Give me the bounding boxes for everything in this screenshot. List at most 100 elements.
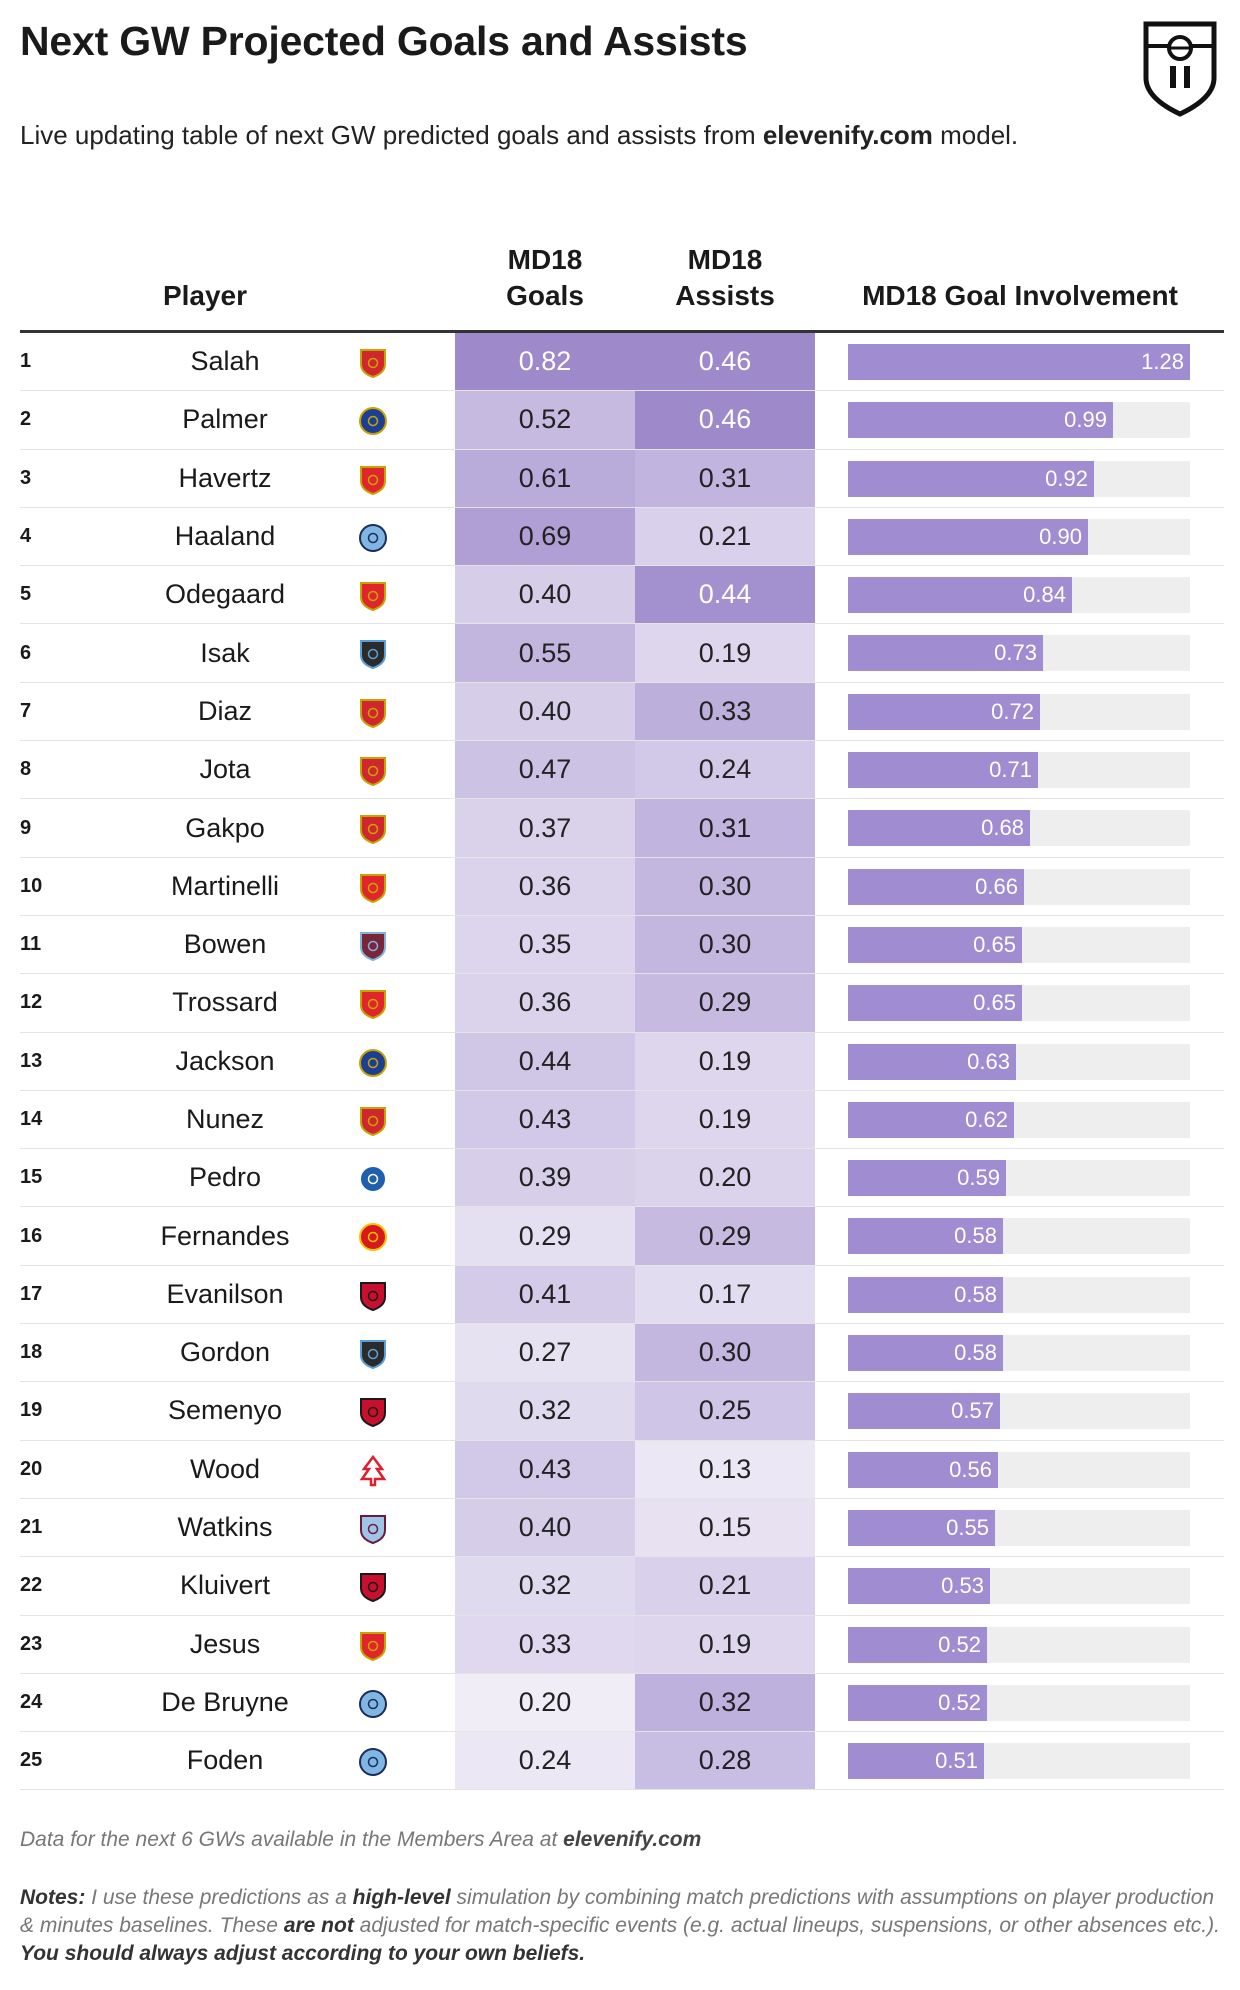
rank-cell: 11	[20, 933, 42, 956]
bournemouth-crest-icon	[360, 1398, 386, 1428]
subtitle-site-link[interactable]: elevenify.com	[762, 120, 933, 150]
goal-involvement-bar	[848, 985, 1022, 1022]
goal-involvement-bar	[848, 460, 1094, 497]
assists-cell: 0.13	[635, 1440, 815, 1498]
liverpool-crest-icon	[360, 349, 386, 379]
chart-title: Next GW Projected Goals and Assists	[20, 18, 748, 64]
assists-cell: 0.33	[635, 682, 815, 741]
goal-involvement-label: 0.62	[965, 1106, 1008, 1132]
rank-cell: 16	[20, 1224, 43, 1247]
rank-cell: 21	[20, 1516, 43, 1539]
chart-subtitle: Live updating table of next GW predicted…	[20, 120, 1018, 151]
goal-involvement-bar	[848, 1160, 1006, 1197]
player-name-cell: Foden	[186, 1745, 264, 1776]
goal-involvement-bar	[848, 1276, 1003, 1313]
assists-cell: 0.31	[635, 449, 815, 507]
player-name-cell: Gordon	[179, 1337, 271, 1368]
assists-cell: 0.32	[635, 1673, 815, 1732]
goal-involvement-bar-track: 0.51	[848, 1743, 1190, 1780]
goals-cell: 0.82	[455, 333, 635, 391]
goal-involvement-bar	[848, 402, 1113, 439]
goal-involvement-bar-track: 0.68	[848, 810, 1190, 847]
notes-text-1: I use these predictions as a	[85, 1886, 353, 1909]
goal-involvement-label: 0.51	[935, 1748, 978, 1774]
goals-cell: 0.27	[455, 1324, 635, 1382]
rank-cell: 4	[20, 525, 32, 548]
chelsea-crest-icon	[359, 407, 387, 436]
table-row: 10 Martinelli 0.36 0.30 0.66	[20, 857, 1224, 916]
column-header-goal-involvement: MD18 Goal Involvement	[862, 280, 1178, 311]
goal-involvement-label: 0.57	[951, 1398, 994, 1424]
goal-involvement-bar	[848, 635, 1043, 672]
elevenify-shield-logo	[1143, 21, 1217, 117]
table-row: 18 Gordon 0.27 0.30 0.58	[20, 1324, 1224, 1383]
goal-involvement-bar	[848, 810, 1030, 847]
goal-involvement-bar	[848, 1393, 1000, 1430]
footnote-site-link[interactable]: elevenify.com	[563, 1828, 702, 1851]
goal-involvement-bar-track: 0.73	[848, 635, 1190, 672]
goals-cell: 0.32	[455, 1382, 635, 1440]
subtitle-text: Live updating table of next GW predicted…	[20, 120, 763, 150]
rank-cell: 22	[20, 1574, 43, 1597]
liverpool-crest-icon	[360, 757, 386, 787]
rank-cell: 14	[20, 1108, 43, 1130]
rank-cell: 9	[20, 816, 32, 839]
column-header-assists: MD18 Assists	[675, 244, 775, 311]
assists-cell: 0.30	[635, 1324, 815, 1382]
assists-cell: 0.15	[635, 1498, 815, 1557]
table-row: 4 Haaland 0.69 0.21 0.90	[20, 507, 1224, 567]
subtitle-tail: model.	[932, 120, 1019, 150]
goal-involvement-label: 0.58	[954, 1281, 997, 1307]
goal-involvement-bar	[848, 1626, 987, 1663]
goal-involvement-bar	[848, 1335, 1003, 1372]
goals-cell: 0.43	[455, 1090, 635, 1149]
notes-bold-2: are not	[283, 1914, 354, 1937]
assists-cell: 0.25	[635, 1382, 815, 1440]
goal-involvement-bar-track: 0.92	[848, 460, 1190, 497]
player-name-cell: Kluivert	[179, 1570, 271, 1601]
table-row: 24 De Bruyne 0.20 0.32 0.52	[20, 1673, 1224, 1733]
assists-cell: 0.20	[635, 1149, 815, 1207]
assists-cell: 0.19	[635, 624, 815, 682]
goal-involvement-bar-track: 0.63	[848, 1043, 1190, 1080]
assists-cell: 0.24	[635, 741, 815, 799]
goal-involvement-label: 0.52	[938, 1631, 981, 1657]
goals-cell: 0.40	[455, 1498, 635, 1557]
goal-involvement-bar-track: 0.59	[848, 1160, 1190, 1197]
rank-cell: 1	[20, 350, 32, 373]
assists-cell: 0.19	[635, 1615, 815, 1673]
man-city-crest-icon	[359, 1748, 387, 1777]
player-name-cell: Gakpo	[185, 812, 265, 843]
goal-involvement-label: 0.73	[994, 640, 1037, 666]
rank-cell: 8	[20, 758, 32, 781]
header-rule	[20, 330, 1224, 333]
goal-involvement-bar-track: 0.53	[848, 1568, 1190, 1605]
table-row: 5 Odegaard 0.40 0.44 0.84	[20, 566, 1224, 625]
player-name-cell: Odegaard	[164, 579, 286, 610]
goal-involvement-bar-track: 0.55	[848, 1509, 1190, 1546]
table-row: 16 Fernandes 0.29 0.29 0.58	[20, 1207, 1224, 1266]
goal-involvement-label: 0.65	[973, 931, 1016, 957]
goal-involvement-bar-track: 0.52	[848, 1626, 1190, 1663]
liverpool-crest-icon	[360, 698, 386, 728]
assists-cell: 0.28	[635, 1732, 815, 1790]
rank-cell: 15	[20, 1166, 43, 1189]
goal-involvement-bar	[848, 344, 1190, 380]
rank-cell: 24	[20, 1690, 43, 1713]
goal-involvement-bar	[848, 518, 1088, 555]
goals-cell: 0.24	[455, 1732, 635, 1790]
man-city-crest-icon	[359, 1689, 387, 1718]
notes-bold-3: You should always adjust according to yo…	[20, 1942, 586, 1965]
goal-involvement-label: 0.71	[989, 757, 1032, 783]
assists-cell: 0.44	[635, 566, 815, 624]
goal-involvement-bar-track: 0.58	[848, 1218, 1190, 1255]
rank-cell: 17	[20, 1282, 43, 1305]
goal-involvement-label: 0.58	[954, 1340, 997, 1366]
table-row: 22 Kluivert 0.32 0.21 0.53	[20, 1557, 1224, 1616]
goal-involvement-label: 0.84	[1023, 582, 1066, 608]
player-name-cell: Bowen	[183, 929, 267, 960]
rank-cell: 18	[20, 1341, 43, 1364]
goals-cell: 0.69	[455, 507, 635, 566]
table-row: 12 Trossard 0.36 0.29 0.65	[20, 974, 1224, 1033]
goal-involvement-bar-track: 0.66	[848, 868, 1190, 905]
